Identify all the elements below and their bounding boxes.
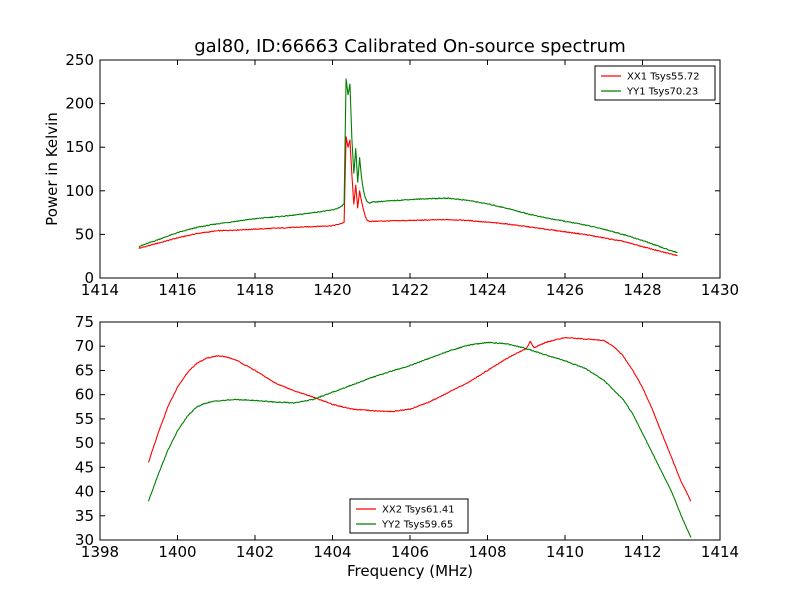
- x-tick-label-bottom: 1408: [468, 543, 506, 561]
- x-tick-label-bottom: 1410: [546, 543, 584, 561]
- y-tick-label-top: 250: [65, 51, 94, 69]
- y-tick-label-bottom: 35: [75, 507, 94, 525]
- x-tick-label-bottom: 1402: [236, 543, 274, 561]
- series-line-bottom-1: [147, 341, 692, 538]
- y-tick-label-bottom: 45: [75, 458, 94, 476]
- y-tick-label-top: 200: [65, 95, 94, 113]
- x-tick-label-bottom: 1412: [623, 543, 661, 561]
- y-tick-label-top: 100: [65, 182, 94, 200]
- plot-frame-top: [99, 59, 721, 279]
- legend-box-top: [594, 65, 716, 101]
- legend-label-top-1: YY1 Tsys70.23: [626, 87, 698, 98]
- x-tick-label-top: 1426: [546, 281, 584, 299]
- y-tick-label-bottom: 55: [75, 410, 94, 428]
- y-tick-label-top: 50: [75, 225, 94, 243]
- bottom-spectrum-panel: Frequency (MHz) 1398 1400 1402 1404 1406 1408…: [75, 313, 739, 580]
- plot-frame-bottom: [99, 321, 721, 541]
- y-tick-label-top: 150: [65, 138, 94, 156]
- x-tick-label-top: 1418: [236, 281, 274, 299]
- x-tick-label-top: 1428: [623, 281, 661, 299]
- legend-label-top-0: XX1 Tsys55.72: [627, 72, 700, 83]
- tick-layer-top: 1414 1416 1418 1420 1422 1424 1426 1428 1430 0 50 1…: [65, 51, 739, 299]
- y-tick-label-top: 0: [84, 269, 94, 287]
- series-line-top-1: [138, 78, 678, 254]
- x-tick-label-bottom: 1406: [391, 543, 429, 561]
- legend-box-bottom: [349, 498, 469, 534]
- legend-label-bottom-1: YY2 Tsys59.65: [381, 520, 453, 531]
- y-tick-label-bottom: 50: [75, 434, 94, 452]
- y-tick-label-bottom: 30: [75, 531, 94, 549]
- x-tick-label-top: 1430: [701, 281, 739, 299]
- x-tick-label-top: 1420: [313, 281, 351, 299]
- series-layer-top: [138, 78, 678, 257]
- x-tick-label-top: 1422: [391, 281, 429, 299]
- chart-title: gal80, ID:66663 Calibrated On-source spe…: [194, 36, 626, 57]
- legend-label-bottom-0: XX2 Tsys61.41: [382, 505, 455, 516]
- x-tick-label-bottom: 1398: [81, 543, 119, 561]
- y-axis-label-top: Power in Kelvin: [43, 112, 61, 226]
- y-tick-label-bottom: 70: [75, 337, 94, 355]
- legend-top: XX1 Tsys55.72 YY1 Tsys70.23: [594, 65, 716, 101]
- series-line-top-0: [138, 136, 678, 257]
- series-line-bottom-0: [147, 336, 692, 502]
- y-tick-label-bottom: 40: [75, 483, 94, 501]
- x-tick-label-bottom: 1404: [313, 543, 351, 561]
- legend-bottom: XX2 Tsys61.41 YY2 Tsys59.65: [349, 498, 469, 534]
- y-tick-label-bottom: 60: [75, 386, 94, 404]
- y-tick-label-bottom: 75: [75, 313, 94, 331]
- x-axis-label-bottom: Frequency (MHz): [347, 562, 473, 580]
- top-spectrum-panel: gal80, ID:66663 Calibrated On-source spe…: [43, 36, 739, 299]
- x-tick-label-bottom: 1414: [701, 543, 739, 561]
- x-tick-label-top: 1424: [468, 281, 506, 299]
- x-tick-label-top: 1414: [81, 281, 119, 299]
- y-tick-label-bottom: 65: [75, 361, 94, 379]
- x-tick-label-bottom: 1400: [158, 543, 196, 561]
- series-layer-bottom: [147, 336, 692, 538]
- tick-layer-bottom: 1398 1400 1402 1404 1406 1408 1410 1412 1414 30 35…: [75, 313, 739, 561]
- x-tick-label-top: 1416: [158, 281, 196, 299]
